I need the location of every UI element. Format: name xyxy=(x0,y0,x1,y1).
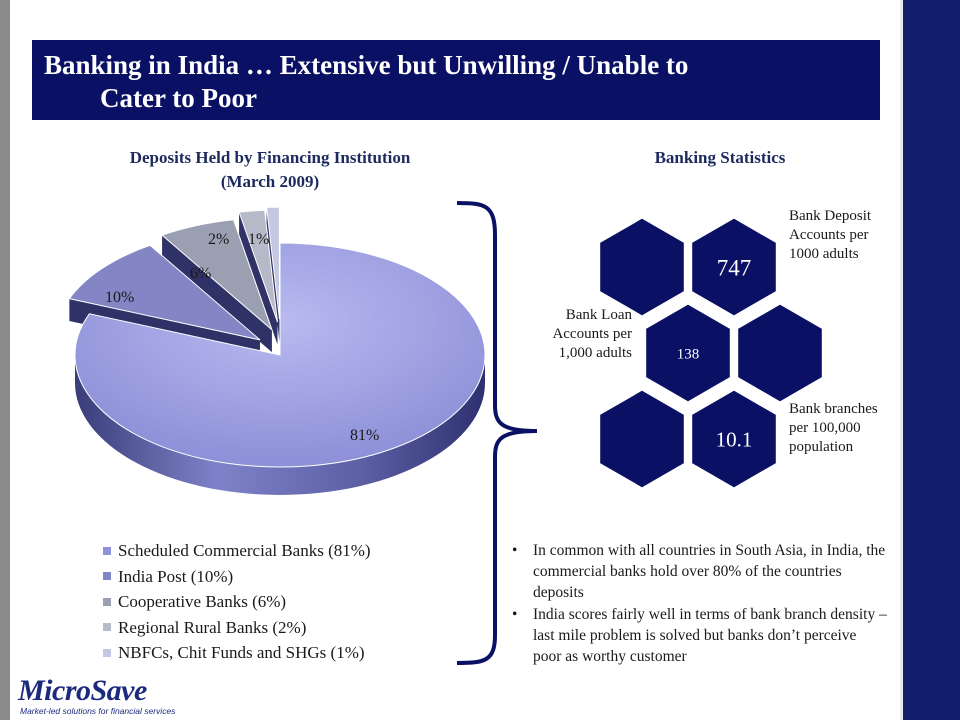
stat-value: 10.1 xyxy=(716,428,753,452)
bullet-list: • In common with all countries in South A… xyxy=(512,540,887,668)
left-edge-bar xyxy=(0,0,10,720)
legend-swatch-icon xyxy=(103,546,111,555)
legend-item: Scheduled Commercial Banks (81%) xyxy=(103,538,463,564)
pie-chart-title-line-2: (March 2009) xyxy=(220,172,320,191)
pie-data-label: 2% xyxy=(208,231,229,248)
bullet-text: In common with all countries in South As… xyxy=(533,542,886,601)
pie-slice-side xyxy=(75,355,485,495)
pie-chart-title-line-1: Deposits Held by Financing Institution xyxy=(129,148,411,167)
pie-slice-3 xyxy=(161,219,273,353)
stats-title: Banking Statistics xyxy=(654,148,786,167)
pie-data-label: 10% xyxy=(105,289,134,306)
legend-item: Cooperative Banks (6%) xyxy=(103,589,463,615)
slide-title: Banking in India … Extensive but Unwilli… xyxy=(32,40,880,120)
logo-name: MicroSave xyxy=(18,674,147,707)
pie-slice-top xyxy=(266,206,280,320)
pie-data-label: 6% xyxy=(190,265,211,282)
pie-chart: 1% 2% 6% 10% 81% xyxy=(68,206,486,495)
legend-label: Regional Rural Banks (2%) xyxy=(118,617,307,637)
pie-slice-wall xyxy=(162,235,272,353)
stat-hexagon xyxy=(689,215,779,319)
legend-label: NBFCs, Chit Funds and SHGs (1%) xyxy=(118,643,365,662)
stat-value: 138 xyxy=(677,346,700,362)
bullet-dot-icon: • xyxy=(512,542,518,559)
right-edge-divider xyxy=(900,0,903,720)
stat-label-deposit: Bank Deposit Accounts per 1000 adults xyxy=(789,208,872,262)
legend-swatch-icon xyxy=(103,597,111,606)
bullet-item: • India scores fairly well in terms of ba… xyxy=(512,604,887,667)
bullet-text: India scores fairly well in terms of ban… xyxy=(533,606,887,665)
stat-value: 747 xyxy=(717,255,752,280)
legend-item: Regional Rural Banks (2%) xyxy=(103,615,463,641)
stat-hexagon xyxy=(643,301,733,405)
stat-label-branch: Bank branches per 100,000 population xyxy=(789,401,878,455)
pie-slice-top xyxy=(161,219,273,332)
pie-slice-top xyxy=(238,209,278,323)
stat-hexagon xyxy=(735,301,825,405)
pie-slice-wall xyxy=(239,212,278,345)
bullet-item: • In common with all countries in South A… xyxy=(512,540,887,603)
pie-data-label: 1% xyxy=(248,231,269,248)
legend-item: NBFCs, Chit Funds and SHGs (1%) xyxy=(103,640,463,666)
right-edge-bar xyxy=(903,0,960,720)
slide-title-line-2: Cater to Poor xyxy=(100,83,257,113)
pie-slice-1 xyxy=(74,242,486,495)
legend-label: India Post (10%) xyxy=(118,566,234,586)
legend-swatch-icon xyxy=(103,572,111,581)
legend-swatch-icon xyxy=(103,623,111,632)
microsave-logo: MicroSave Market-led solutions for finan… xyxy=(18,676,218,720)
pie-data-label: 81% xyxy=(350,427,379,444)
pie-slice-top xyxy=(74,242,486,468)
legend-item: India Post (10%) xyxy=(103,564,463,590)
stat-hexagon xyxy=(689,387,779,491)
legend-label: Scheduled Commercial Banks (81%) xyxy=(118,541,371,560)
logo-tagline: Market-led solutions for financial servi… xyxy=(20,706,176,716)
pie-legend: Scheduled Commercial Banks (81%) India Po… xyxy=(103,538,463,666)
legend-swatch-icon xyxy=(103,648,111,657)
bullet-dot-icon: • xyxy=(512,606,518,623)
pie-slice-4 xyxy=(238,209,278,345)
stat-hexagon xyxy=(597,387,687,491)
curly-bracket xyxy=(456,201,538,665)
bracket-connector xyxy=(456,201,538,665)
slide-title-line-1: Banking in India … Extensive but Unwilli… xyxy=(44,50,689,80)
pie-chart-title: Deposits Held by Financing Institution (… xyxy=(80,146,460,194)
stat-hexagon xyxy=(597,215,687,319)
stats-hexagons: 747 138 10.1 xyxy=(597,215,825,491)
pie-slice-top xyxy=(68,244,261,341)
legend-label: Cooperative Banks (6%) xyxy=(118,592,287,611)
stat-label-loan: Bank Loan Accounts per 1,000 adults xyxy=(552,307,632,361)
